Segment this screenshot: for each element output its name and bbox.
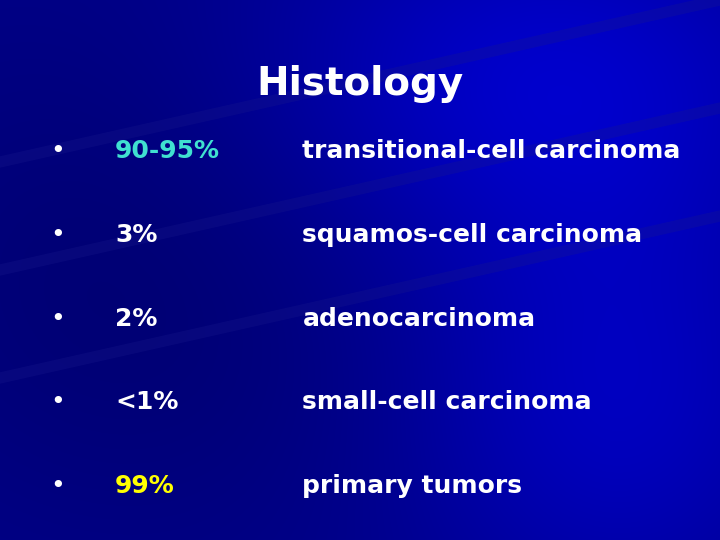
Text: •: •	[50, 390, 65, 414]
Text: transitional-cell carcinoma: transitional-cell carcinoma	[302, 139, 681, 163]
Text: small-cell carcinoma: small-cell carcinoma	[302, 390, 592, 414]
Text: Histology: Histology	[256, 65, 464, 103]
Text: •: •	[50, 223, 65, 247]
Text: •: •	[50, 139, 65, 163]
Text: adenocarcinoma: adenocarcinoma	[302, 307, 536, 330]
Text: 2%: 2%	[115, 307, 158, 330]
Text: primary tumors: primary tumors	[302, 474, 523, 498]
Text: •: •	[50, 474, 65, 498]
Text: 3%: 3%	[115, 223, 158, 247]
Text: 99%: 99%	[115, 474, 175, 498]
Text: 90-95%: 90-95%	[115, 139, 220, 163]
Text: <1%: <1%	[115, 390, 179, 414]
Text: squamos-cell carcinoma: squamos-cell carcinoma	[302, 223, 642, 247]
Text: •: •	[50, 307, 65, 330]
